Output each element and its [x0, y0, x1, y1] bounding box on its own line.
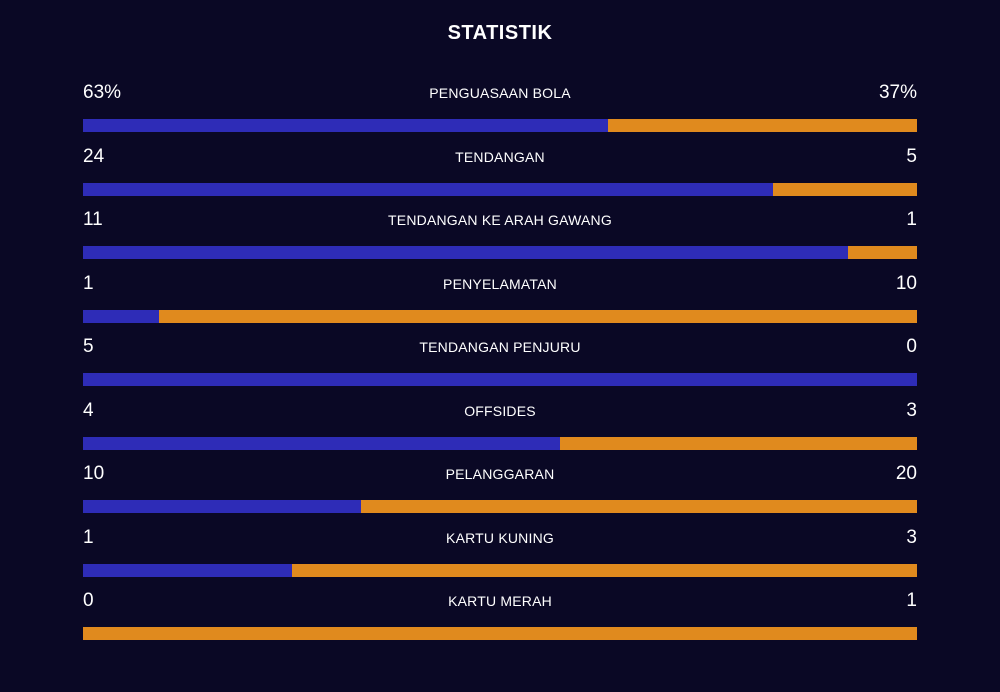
stat-header: 5 TENDANGAN PENJURU 0: [83, 334, 917, 364]
stat-bar: [83, 500, 917, 513]
stat-bar: [83, 627, 917, 640]
home-bar-segment: [83, 309, 159, 323]
stat-row: 4 OFFSIDES 3: [83, 398, 917, 462]
home-value: 5: [83, 336, 94, 357]
stat-label: PELANGGARAN: [445, 466, 555, 482]
home-bar-segment: [83, 182, 774, 196]
away-value: 3: [906, 526, 917, 548]
stat-bar: [83, 309, 917, 323]
stat-row: 1 KARTU KUNING 3: [83, 525, 917, 589]
away-bar-segment: [158, 309, 917, 323]
away-value: 0: [906, 336, 917, 357]
away-value: 3: [906, 399, 917, 421]
stat-header: 10 PELANGGARAN 20: [83, 461, 917, 491]
away-value: 20: [895, 463, 917, 484]
stats-title: STATISTIK: [447, 22, 553, 44]
home-bar-segment: [83, 119, 609, 132]
away-value: 10: [895, 272, 917, 294]
away-bar-segment: [608, 119, 917, 132]
stat-header: 11 TENDANGAN KE ARAH GAWANG 1: [83, 207, 917, 237]
stat-bar: [83, 182, 917, 196]
home-value: 0: [83, 590, 94, 611]
stat-header: 24 TENDANGAN 5: [83, 144, 917, 174]
stat-bar: [83, 246, 917, 259]
home-bar-segment: [83, 246, 848, 259]
stat-label: KARTU KUNING: [446, 529, 554, 546]
stat-row: 11 TENDANGAN KE ARAH GAWANG 1: [83, 207, 917, 271]
away-bar-segment: [559, 436, 917, 450]
stat-bar: [83, 373, 917, 386]
home-value: 1: [83, 272, 94, 294]
stat-header: 0 KARTU MERAH 1: [83, 588, 917, 618]
away-bar-segment: [83, 627, 917, 640]
stat-header: 4 OFFSIDES 3: [83, 398, 917, 428]
stat-label: TENDANGAN PENJURU: [419, 339, 581, 355]
home-value: 63%: [83, 82, 122, 103]
stat-header: 1 PENYELAMATAN 10: [83, 271, 917, 301]
stat-label: OFFSIDES: [464, 402, 536, 419]
home-value: 11: [83, 209, 103, 230]
away-bar-segment: [773, 182, 917, 196]
home-bar-segment: [83, 500, 361, 513]
away-value: 37%: [878, 82, 917, 103]
away-value: 1: [906, 209, 917, 230]
home-bar-segment: [83, 436, 560, 450]
stat-header: 1 KARTU KUNING 3: [83, 525, 917, 555]
home-bar-segment: [83, 563, 292, 577]
home-value: 24: [83, 145, 105, 167]
home-value: 1: [83, 526, 94, 548]
home-bar-segment: [83, 373, 917, 386]
away-bar-segment: [291, 563, 917, 577]
stat-label: PENGUASAAN BOLA: [429, 85, 571, 101]
stat-row: 0 KARTU MERAH 1: [83, 588, 917, 652]
away-value: 5: [906, 145, 917, 167]
stat-bar: [83, 119, 917, 132]
stats-list: 63% PENGUASAAN BOLA 37% 24 TENDANGAN 5 11 TENDA…: [83, 80, 917, 652]
stat-row: 63% PENGUASAAN BOLA 37%: [83, 80, 917, 144]
home-value: 4: [83, 399, 94, 421]
away-value: 1: [906, 590, 917, 611]
stat-bar: [83, 436, 917, 450]
stat-label: KARTU MERAH: [448, 593, 552, 609]
stat-row: 5 TENDANGAN PENJURU 0: [83, 334, 917, 398]
away-bar-segment: [847, 246, 917, 259]
stat-bar: [83, 563, 917, 577]
stat-row: 24 TENDANGAN 5: [83, 144, 917, 208]
home-value: 10: [83, 463, 105, 484]
away-bar-segment: [360, 500, 917, 513]
stat-label: PENYELAMATAN: [443, 275, 557, 292]
stat-label: TENDANGAN KE ARAH GAWANG: [388, 212, 612, 228]
stat-label: TENDANGAN: [455, 148, 545, 165]
stat-row: 10 PELANGGARAN 20: [83, 461, 917, 525]
stat-row: 1 PENYELAMATAN 10: [83, 271, 917, 335]
stat-header: 63% PENGUASAAN BOLA 37%: [83, 80, 917, 110]
